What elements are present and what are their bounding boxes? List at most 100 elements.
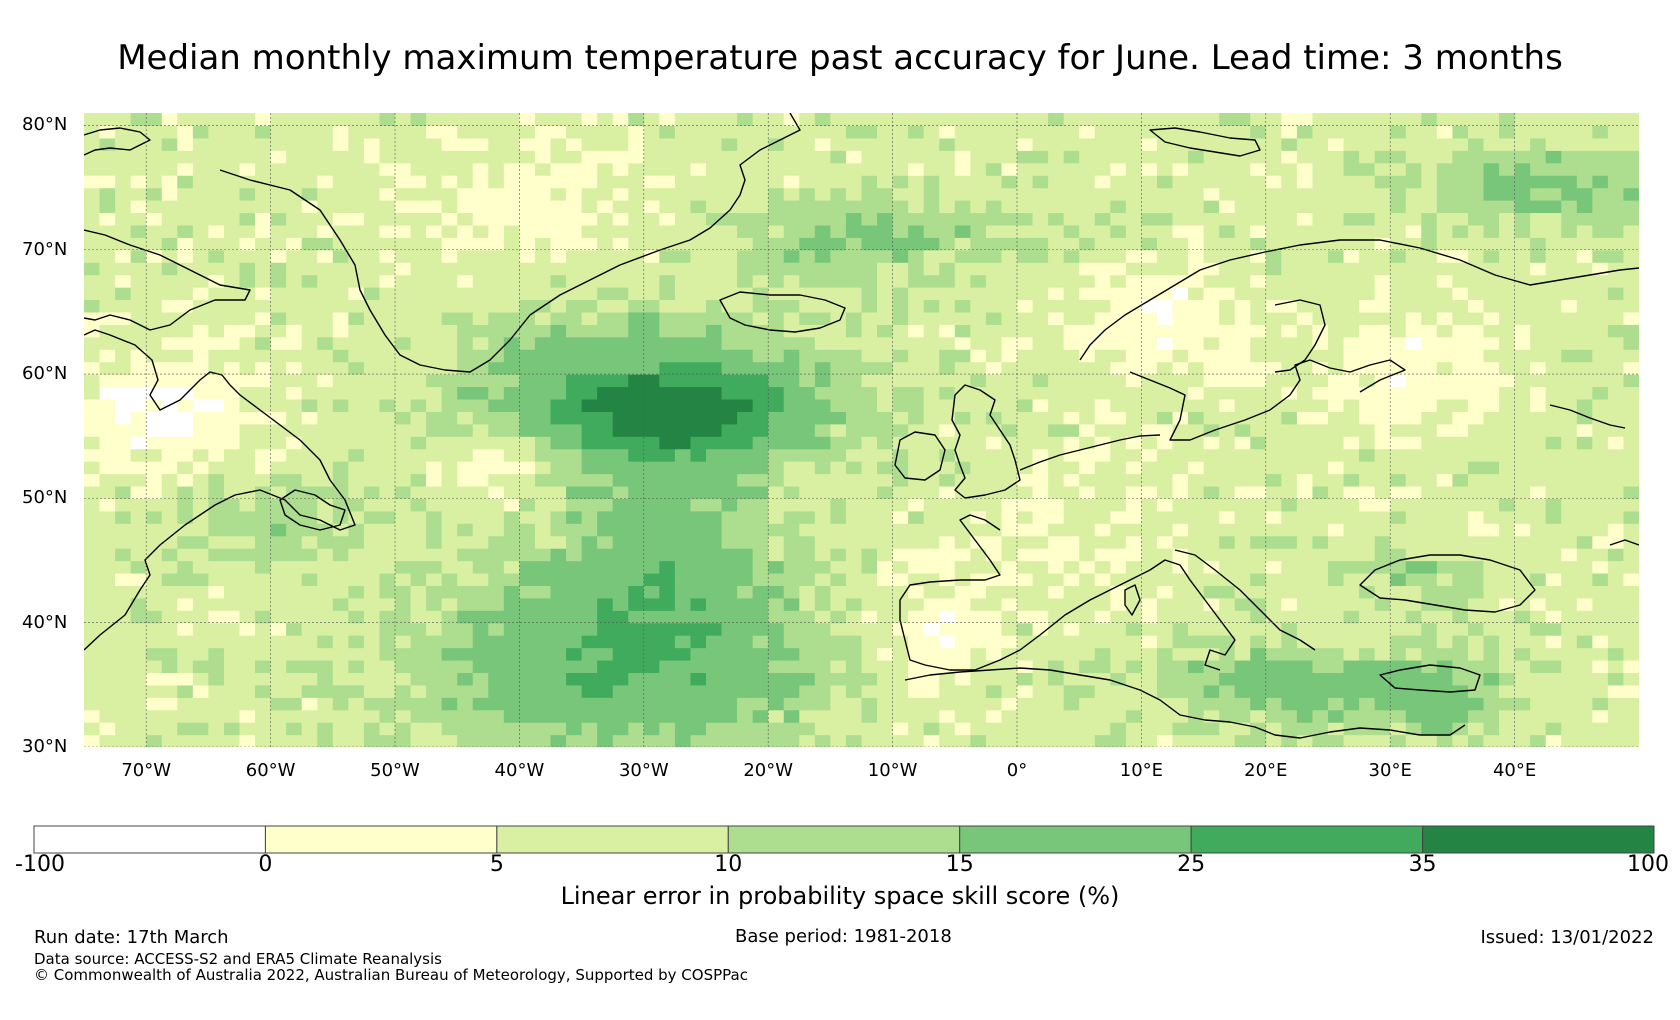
- skill-cell: [1530, 187, 1547, 201]
- skill-cell: [939, 535, 956, 549]
- skill-cell: [317, 125, 334, 139]
- skill-cell: [1048, 187, 1065, 201]
- skill-cell: [1467, 311, 1485, 325]
- skill-cell: [1048, 150, 1065, 164]
- skill-cell: [643, 224, 660, 238]
- skill-cell: [192, 610, 209, 624]
- skill-cell: [970, 336, 987, 350]
- skill-cell: [1296, 262, 1314, 276]
- skill-cell: [1390, 535, 1407, 549]
- skill-cell: [1156, 200, 1174, 214]
- skill-cell: [1001, 498, 1018, 512]
- skill-cell: [426, 684, 443, 698]
- skill-cell: [1063, 212, 1080, 226]
- skill-cell: [161, 659, 178, 674]
- skill-cell: [1265, 548, 1282, 562]
- skill-cell: [146, 572, 163, 586]
- skill-cell: [1265, 473, 1282, 487]
- skill-cell: [317, 523, 334, 537]
- skill-cell: [939, 560, 956, 574]
- skill-cell: [1530, 485, 1547, 499]
- skill-cell: [1592, 274, 1609, 288]
- skill-cell: [1421, 349, 1438, 363]
- skill-cell: [1452, 622, 1469, 636]
- skill-cell: [783, 187, 800, 201]
- skill-cell: [845, 125, 863, 139]
- skill-cell: [939, 610, 956, 624]
- skill-cell: [923, 374, 940, 388]
- skill-cell: [1561, 324, 1578, 338]
- skill-cell: [410, 709, 427, 723]
- skill-cell: [457, 125, 474, 139]
- skill-cell: [1001, 287, 1018, 301]
- skill-cell: [861, 200, 878, 214]
- skill-cell: [1374, 324, 1391, 338]
- skill-cell: [612, 659, 629, 674]
- skill-cell: [877, 274, 894, 288]
- skill-cell: [1234, 187, 1251, 201]
- skill-cell: [1203, 200, 1220, 214]
- skill-cell: [643, 585, 660, 599]
- skill-cell: [1436, 324, 1453, 338]
- skill-cell: [317, 224, 334, 238]
- skill-cell: [130, 287, 147, 301]
- skill-cell: [457, 672, 474, 686]
- skill-cell: [301, 113, 318, 127]
- skill-cell: [1032, 498, 1049, 512]
- skill-cell: [768, 349, 785, 363]
- skill-cell: [1343, 411, 1360, 425]
- skill-cell: [566, 262, 583, 276]
- skill-cell: [659, 560, 676, 574]
- skill-cell: [426, 349, 443, 363]
- skill-cell: [223, 137, 241, 151]
- skill-cell: [1328, 448, 1345, 462]
- skill-cell: [1514, 622, 1531, 636]
- skill-cell: [1514, 436, 1531, 450]
- skill-cell: [1530, 709, 1547, 723]
- skill-cell: [503, 175, 520, 189]
- skill-cell: [426, 336, 443, 350]
- skill-cell: [1514, 560, 1531, 574]
- skill-cell: [84, 374, 101, 388]
- skill-cell: [659, 461, 676, 475]
- skill-cell: [1001, 597, 1018, 611]
- skill-cell: [1001, 610, 1018, 624]
- skill-cell: [130, 635, 147, 649]
- skill-cell: [861, 150, 878, 164]
- skill-cell: [768, 560, 785, 574]
- skill-cell: [814, 473, 831, 487]
- skill-cell: [1219, 113, 1236, 127]
- skill-cell: [239, 187, 256, 201]
- skill-cell: [1203, 274, 1220, 288]
- skill-cell: [84, 398, 101, 412]
- skill-cell: [146, 635, 163, 649]
- skill-cell: [1514, 647, 1531, 661]
- skill-cell: [1452, 212, 1469, 226]
- skill-cell: [737, 274, 754, 288]
- skill-cell: [255, 523, 272, 537]
- skill-cell: [628, 510, 645, 524]
- skill-cell: [348, 635, 365, 649]
- skill-cell: [519, 386, 536, 400]
- skill-cell: [1094, 411, 1111, 425]
- skill-cell: [503, 597, 520, 611]
- skill-cell: [597, 734, 614, 747]
- skill-cell: [1234, 572, 1251, 586]
- skill-cell: [379, 249, 396, 263]
- skill-cell: [721, 113, 738, 127]
- skill-cell: [192, 287, 209, 301]
- skill-cell: [534, 237, 552, 251]
- skill-cell: [457, 485, 474, 499]
- skill-cell: [1499, 113, 1516, 127]
- skill-cell: [1421, 386, 1438, 400]
- skill-cell: [721, 398, 738, 412]
- skill-cell: [99, 175, 116, 189]
- skill-cell: [1172, 684, 1189, 698]
- skill-cell: [1561, 535, 1578, 549]
- skill-cell: [643, 510, 660, 524]
- skill-cell: [1281, 647, 1298, 661]
- skill-cell: [1219, 162, 1236, 176]
- skill-cell: [1250, 262, 1267, 276]
- skill-cell: [115, 697, 132, 711]
- skill-cell: [84, 175, 101, 189]
